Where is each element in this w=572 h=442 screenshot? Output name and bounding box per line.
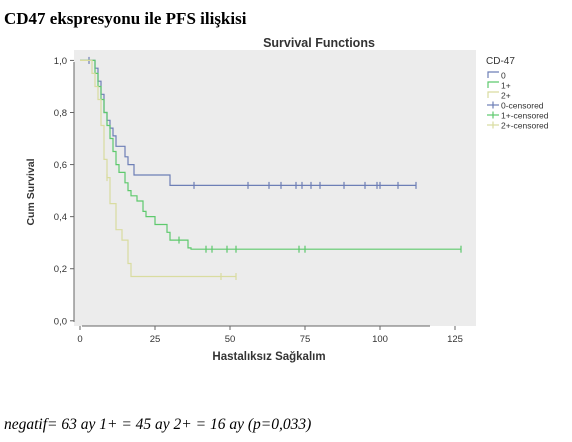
legend-swatch-line bbox=[487, 71, 499, 78]
x-tick-label: 0 bbox=[77, 334, 82, 345]
legend-title: CD-47 bbox=[486, 56, 515, 67]
x-tick-label: 50 bbox=[225, 334, 236, 345]
y-axis-ticks: 0,0 0,2 0,4 0,6 0,8 1,0 bbox=[54, 56, 74, 327]
page-heading: CD47 ekspresyonu ile PFS ilişkisi bbox=[4, 9, 247, 28]
series-2+-line bbox=[80, 59, 236, 278]
x-tick-label: 75 bbox=[300, 334, 311, 345]
chart-title: Survival Functions bbox=[263, 36, 375, 50]
legend-label: 1+ bbox=[501, 81, 511, 91]
y-tick-label: 0,0 bbox=[54, 316, 67, 327]
footnote: negatif= 63 ay 1+ = 45 ay 2+ = 16 ay (p=… bbox=[4, 416, 312, 433]
legend-label: 1+-censored bbox=[501, 111, 549, 121]
x-axis-label: Hastalıksız Sağkalım bbox=[212, 351, 325, 363]
legend-swatch-line bbox=[487, 81, 499, 88]
legend-label: 0 bbox=[501, 71, 506, 81]
legend-swatch-line bbox=[487, 91, 499, 98]
y-tick-label: 1,0 bbox=[54, 56, 67, 67]
x-tick-label: 100 bbox=[372, 334, 388, 345]
series-1+-line bbox=[80, 59, 461, 250]
y-tick-label: 0,6 bbox=[54, 160, 67, 171]
legend-label: 0-censored bbox=[501, 101, 544, 111]
x-tick-label: 125 bbox=[447, 334, 463, 345]
x-tick-label: 25 bbox=[150, 334, 161, 345]
y-tick-label: 0,8 bbox=[54, 108, 67, 119]
y-axis-label: Cum Survival bbox=[25, 158, 37, 225]
chart-plot-background bbox=[74, 50, 476, 326]
y-tick-label: 0,4 bbox=[54, 212, 67, 223]
x-axis-ticks: 0 25 50 75 100 125 bbox=[77, 326, 463, 345]
survival-chart: Survival Functions 0,0 0,2 0,4 0,6 0,8 1,0 0 2… bbox=[25, 36, 549, 363]
chart-legend: CD-47 01+2+0-censored1+-censored2+-censo… bbox=[486, 56, 549, 131]
legend-label: 2+-censored bbox=[501, 121, 549, 131]
y-tick-label: 0,2 bbox=[54, 264, 67, 275]
series-layer bbox=[80, 56, 462, 281]
legend-label: 2+ bbox=[501, 91, 511, 101]
